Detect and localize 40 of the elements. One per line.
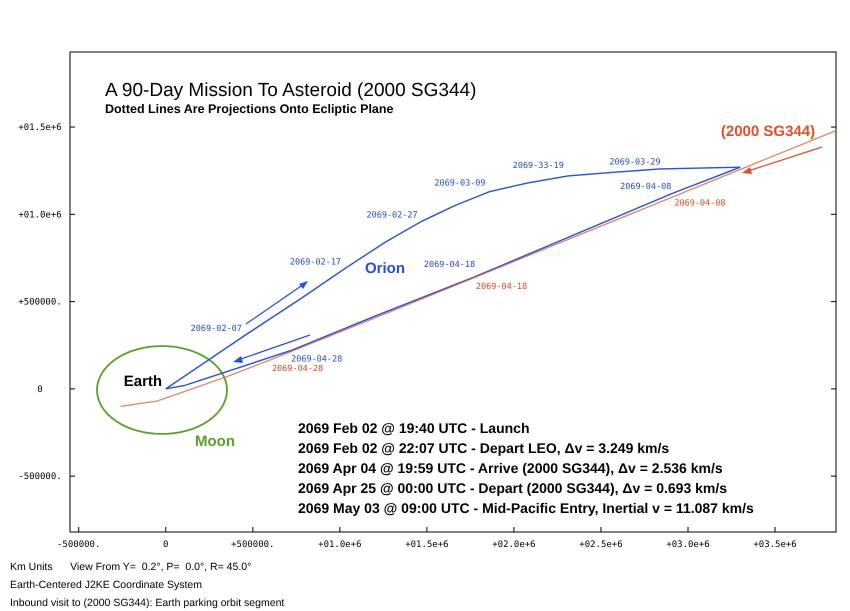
annotation: 2069-04-18 <box>424 260 476 270</box>
annotation: 2069-04-28 <box>291 354 342 364</box>
annotation: 2069-02-27 <box>366 210 418 220</box>
x-tick-label: +01.5e+6 <box>405 540 449 550</box>
annotation: Moon <box>195 433 235 450</box>
x-tick-label: +01.0e+6 <box>318 540 362 550</box>
text: Inbound visit to (2000 SG344): Earth parking orbit segment <box>10 597 284 609</box>
x-tick-label: +03.5e+6 <box>753 540 797 550</box>
annotation: Earth <box>124 372 162 390</box>
annotation: 2069-04-08 <box>674 198 726 208</box>
annotation: 2069-04-28 <box>272 364 324 374</box>
annotation: 2069 Apr 04 @ 19:59 UTC - Arrive (2000 SG344), Δv = 2.536 km/s <box>298 460 723 476</box>
x-tick-label: +02.5e+6 <box>579 540 623 550</box>
x-tick-label: -500000. <box>57 540 100 550</box>
annotation: 2069-33-19 <box>512 160 564 171</box>
text: Earth-Centered J2KE Coordinate System <box>10 579 202 591</box>
x-tick-label: +500000. <box>231 540 274 550</box>
series-label: Orion <box>365 260 405 277</box>
x-tick-label: +02.0e+6 <box>492 540 536 550</box>
annotation: 2069-03-09 <box>434 178 486 189</box>
text: Km Units View From Y= 0.2°, P= 0.0°, R= 45.0° <box>10 561 252 573</box>
annotation: 2069-02-07 <box>190 324 242 334</box>
y-tick-label: +500000. <box>18 298 62 308</box>
y-tick-label: -500000. <box>18 472 62 482</box>
annotation: 2069-02-17 <box>290 257 342 268</box>
annotation: 2069-03-29 <box>609 157 661 168</box>
y-tick-label: +01.5e+6 <box>18 123 62 134</box>
y-tick-label: 0 <box>37 384 43 395</box>
annotation: 2069-04-18 <box>476 282 528 292</box>
series-label: (2000 SG344) <box>720 123 816 140</box>
annotation: 2069 Apr 25 @ 00:00 UTC - Depart (2000 SG344), Δv = 0.693 km/s <box>298 480 728 496</box>
x-tick-label: 0 <box>163 540 168 550</box>
annotation: 2069 Feb 02 @ 22:07 UTC - Depart LEO, Δv = 3.249 km/s <box>298 440 670 456</box>
annotation: 2069 May 03 @ 09:00 UTC - Mid-Pacific Entry, Inertial v = 11.087 km/s <box>298 500 754 516</box>
x-tick-label: +03.0e+6 <box>666 540 710 550</box>
y-tick-label: +01.0e+6 <box>18 210 62 220</box>
text: Dotted Lines Are Projections Onto Ecliptic Plane <box>105 102 394 116</box>
annotation: 2069-04-08 <box>620 182 672 192</box>
text: A 90-Day Mission To Asteroid (2000 SG344) <box>105 80 476 101</box>
annotation: 2069 Feb 02 @ 19:40 UTC - Launch <box>298 420 530 436</box>
